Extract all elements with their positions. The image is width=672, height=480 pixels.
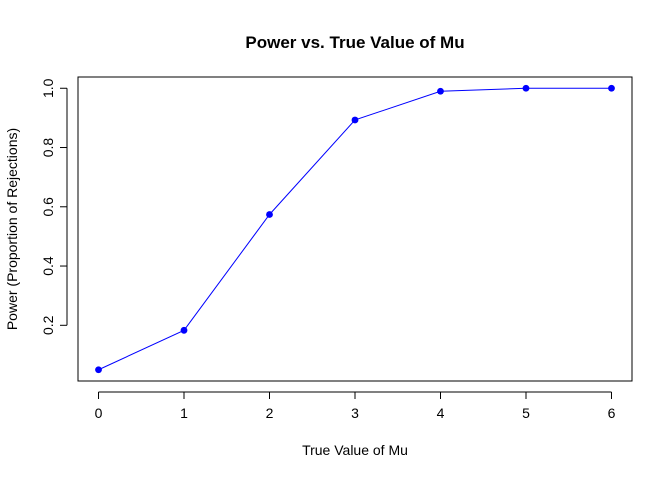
y-tick-label: 0.6 xyxy=(40,197,56,217)
plot-frame xyxy=(77,76,633,382)
x-tick-label: 2 xyxy=(266,405,274,421)
data-point xyxy=(266,211,273,218)
data-point xyxy=(95,366,102,374)
y-tick-label: 0.4 xyxy=(40,256,56,276)
data-point xyxy=(351,116,359,124)
data-point xyxy=(180,326,188,334)
x-tick-label: 3 xyxy=(351,405,359,421)
x-tick-label: 6 xyxy=(608,405,616,421)
x-axis-label: True Value of Mu xyxy=(302,442,408,458)
y-tick-label: 0.2 xyxy=(40,315,56,335)
y-axis: 0.2 0.4 0.6 0.8 1.0 xyxy=(40,78,68,335)
data-point xyxy=(522,84,530,92)
x-tick-label: 0 xyxy=(95,405,103,421)
y-tick-label: 0.8 xyxy=(40,138,56,158)
data-point xyxy=(608,84,615,92)
series-line xyxy=(98,87,612,371)
x-axis: 0 1 2 3 4 5 6 xyxy=(95,391,616,421)
x-tick-label: 1 xyxy=(180,405,188,421)
y-axis-label: Power (Proportion of Rejections) xyxy=(4,128,20,330)
series-layer xyxy=(95,84,615,374)
chart-title: Power vs. True Value of Mu xyxy=(245,33,464,52)
x-tick-label: 4 xyxy=(437,405,445,421)
y-tick-label: 1.0 xyxy=(40,78,56,98)
x-tick-label: 5 xyxy=(522,405,530,421)
data-point xyxy=(437,87,444,95)
